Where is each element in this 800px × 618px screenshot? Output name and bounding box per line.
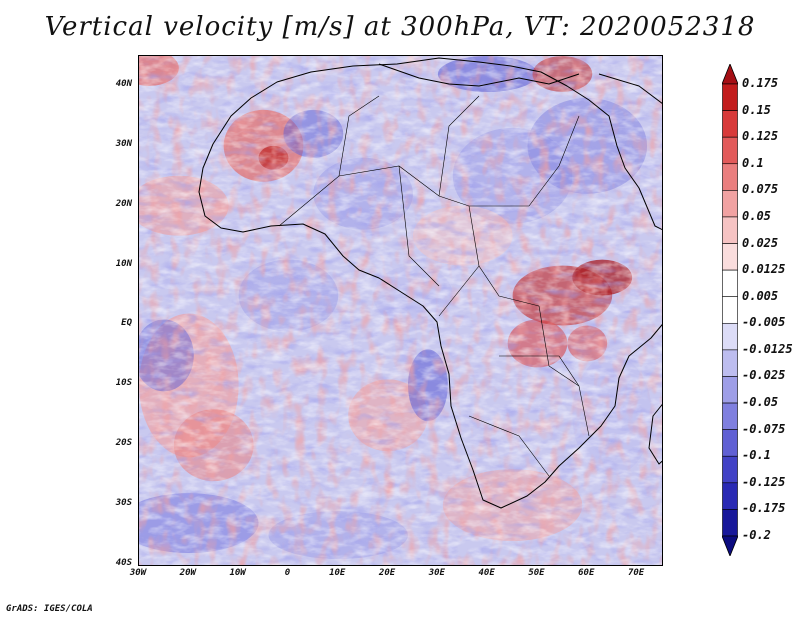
colorbar-label: 0.175	[742, 76, 779, 90]
colorbar-label: -0.005	[742, 315, 786, 330]
lat-tick-label: 30N	[115, 138, 132, 149]
colorbar-label: 0.15	[742, 102, 771, 117]
lon-tick-label: 40E	[478, 568, 495, 578]
colorbar-label: -0.0125	[742, 341, 793, 356]
madagascar-outline	[648, 403, 662, 465]
colorbar	[722, 64, 738, 556]
lat-tick-label: 10N	[115, 258, 132, 269]
colorbar-segment	[722, 509, 738, 537]
colorbar-segment	[722, 83, 738, 111]
colorbar-segment	[722, 163, 738, 191]
colorbar-label: -0.075	[742, 421, 786, 436]
map-title: Vertical velocity [m/s] at 300hPa, VT: 2…	[44, 12, 756, 42]
colorbar-segment	[722, 429, 738, 457]
lon-tick-label: 30W	[129, 568, 147, 578]
colorbar-segment	[722, 216, 738, 244]
map-panel	[138, 55, 663, 566]
lat-tick-label: 20S	[115, 438, 132, 449]
lat-tick-label: 40N	[115, 78, 132, 89]
colorbar-segment	[722, 243, 738, 271]
lat-tick-label: 40S	[115, 558, 132, 568]
colorbar-label: 0.075	[742, 182, 779, 197]
colorbar-label: 0.005	[742, 288, 779, 303]
lon-tick-label: 10E	[329, 568, 346, 578]
colorbar-label: 0.05	[742, 208, 771, 223]
colorbar-top-arrow	[722, 64, 738, 85]
colorbar-label: 0.025	[742, 235, 779, 250]
mediterranean-outline	[378, 63, 580, 87]
colorbar-bottom-arrow	[722, 535, 738, 556]
colorbar-segment	[722, 190, 738, 218]
lon-tick-label: 50E	[528, 568, 545, 578]
lon-tick-label: 0	[284, 568, 291, 578]
colorbar-label: -0.2	[742, 528, 771, 542]
lon-tick-label: 10W	[229, 568, 246, 578]
colorbar-segment	[722, 376, 738, 404]
colorbar-label: -0.05	[742, 395, 779, 410]
africa-coastline	[198, 57, 662, 509]
lat-tick-label: 20N	[115, 198, 132, 209]
lon-tick-label: 70E	[627, 568, 645, 578]
colorbar-segment	[722, 110, 738, 138]
colorbar-segment	[722, 322, 738, 351]
footer-credit: GrADS: IGES/COLA	[6, 604, 93, 614]
arabia-outline	[598, 73, 662, 104]
colorbar-label: -0.1	[742, 448, 771, 463]
colorbar-segment	[722, 455, 738, 484]
country-borders	[278, 95, 590, 477]
lon-tick-label: 20W	[179, 568, 196, 578]
lat-tick-label: 10S	[115, 378, 132, 389]
vertical-velocity-field	[139, 56, 662, 565]
colorbar-segment	[722, 296, 738, 324]
colorbar-label: 0.1	[742, 155, 764, 170]
lon-tick-label: 20E	[378, 568, 396, 578]
colorbar-label: -0.175	[742, 501, 786, 516]
colorbar-label: -0.025	[742, 368, 786, 383]
colorbar-segment	[722, 402, 738, 430]
colorbar-segment	[722, 269, 738, 298]
colorbar-segment	[722, 349, 738, 377]
colorbar-label: 0.125	[742, 129, 779, 144]
lat-tick-label: 30S	[115, 498, 132, 509]
coastline-outline	[198, 57, 662, 509]
lon-tick-label: 60E	[578, 568, 595, 578]
lon-tick-label: 30E	[428, 568, 445, 578]
colorbar-label: -0.125	[742, 474, 786, 489]
colorbar-label: 0.0125	[742, 262, 786, 277]
lat-tick-label: EQ	[121, 318, 132, 329]
colorbar-segment	[722, 136, 738, 165]
colorbar-segment	[722, 482, 738, 510]
